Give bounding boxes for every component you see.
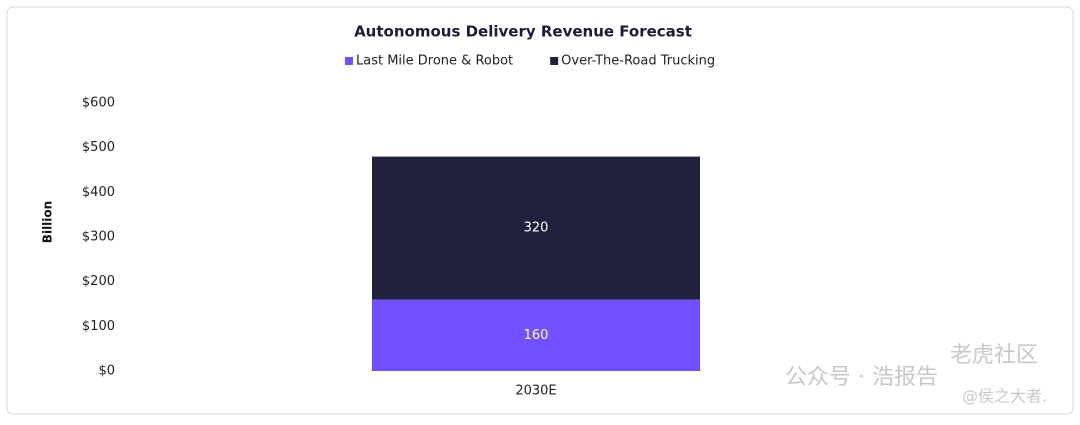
y-tick-label: $0	[98, 364, 115, 379]
watermark: 公众号 · 浩报告	[785, 365, 938, 390]
legend-marker	[550, 57, 559, 65]
y-tick-label: $300	[82, 230, 115, 245]
y-tick-label: $200	[82, 274, 115, 289]
y-axis-label: Billion	[41, 201, 55, 243]
y-tick-label: $600	[82, 96, 115, 111]
y-tick-label: $400	[82, 185, 115, 200]
y-tick-label: $100	[82, 319, 115, 334]
watermark: 老虎社区	[950, 343, 1038, 368]
chart-title: Autonomous Delivery Revenue Forecast	[354, 23, 692, 41]
value-label: 320	[524, 221, 549, 236]
value-label: 160	[524, 328, 549, 343]
legend-label: Over-The-Road Trucking	[561, 54, 715, 69]
x-tick-label: 2030E	[515, 384, 556, 399]
legend-label: Last Mile Drone & Robot	[356, 54, 513, 69]
watermark: @侯之大者.	[962, 387, 1047, 406]
bar-segment	[372, 299, 700, 371]
y-tick-label: $500	[82, 140, 115, 155]
bar-segment	[372, 156, 700, 300]
legend-marker	[345, 57, 353, 65]
